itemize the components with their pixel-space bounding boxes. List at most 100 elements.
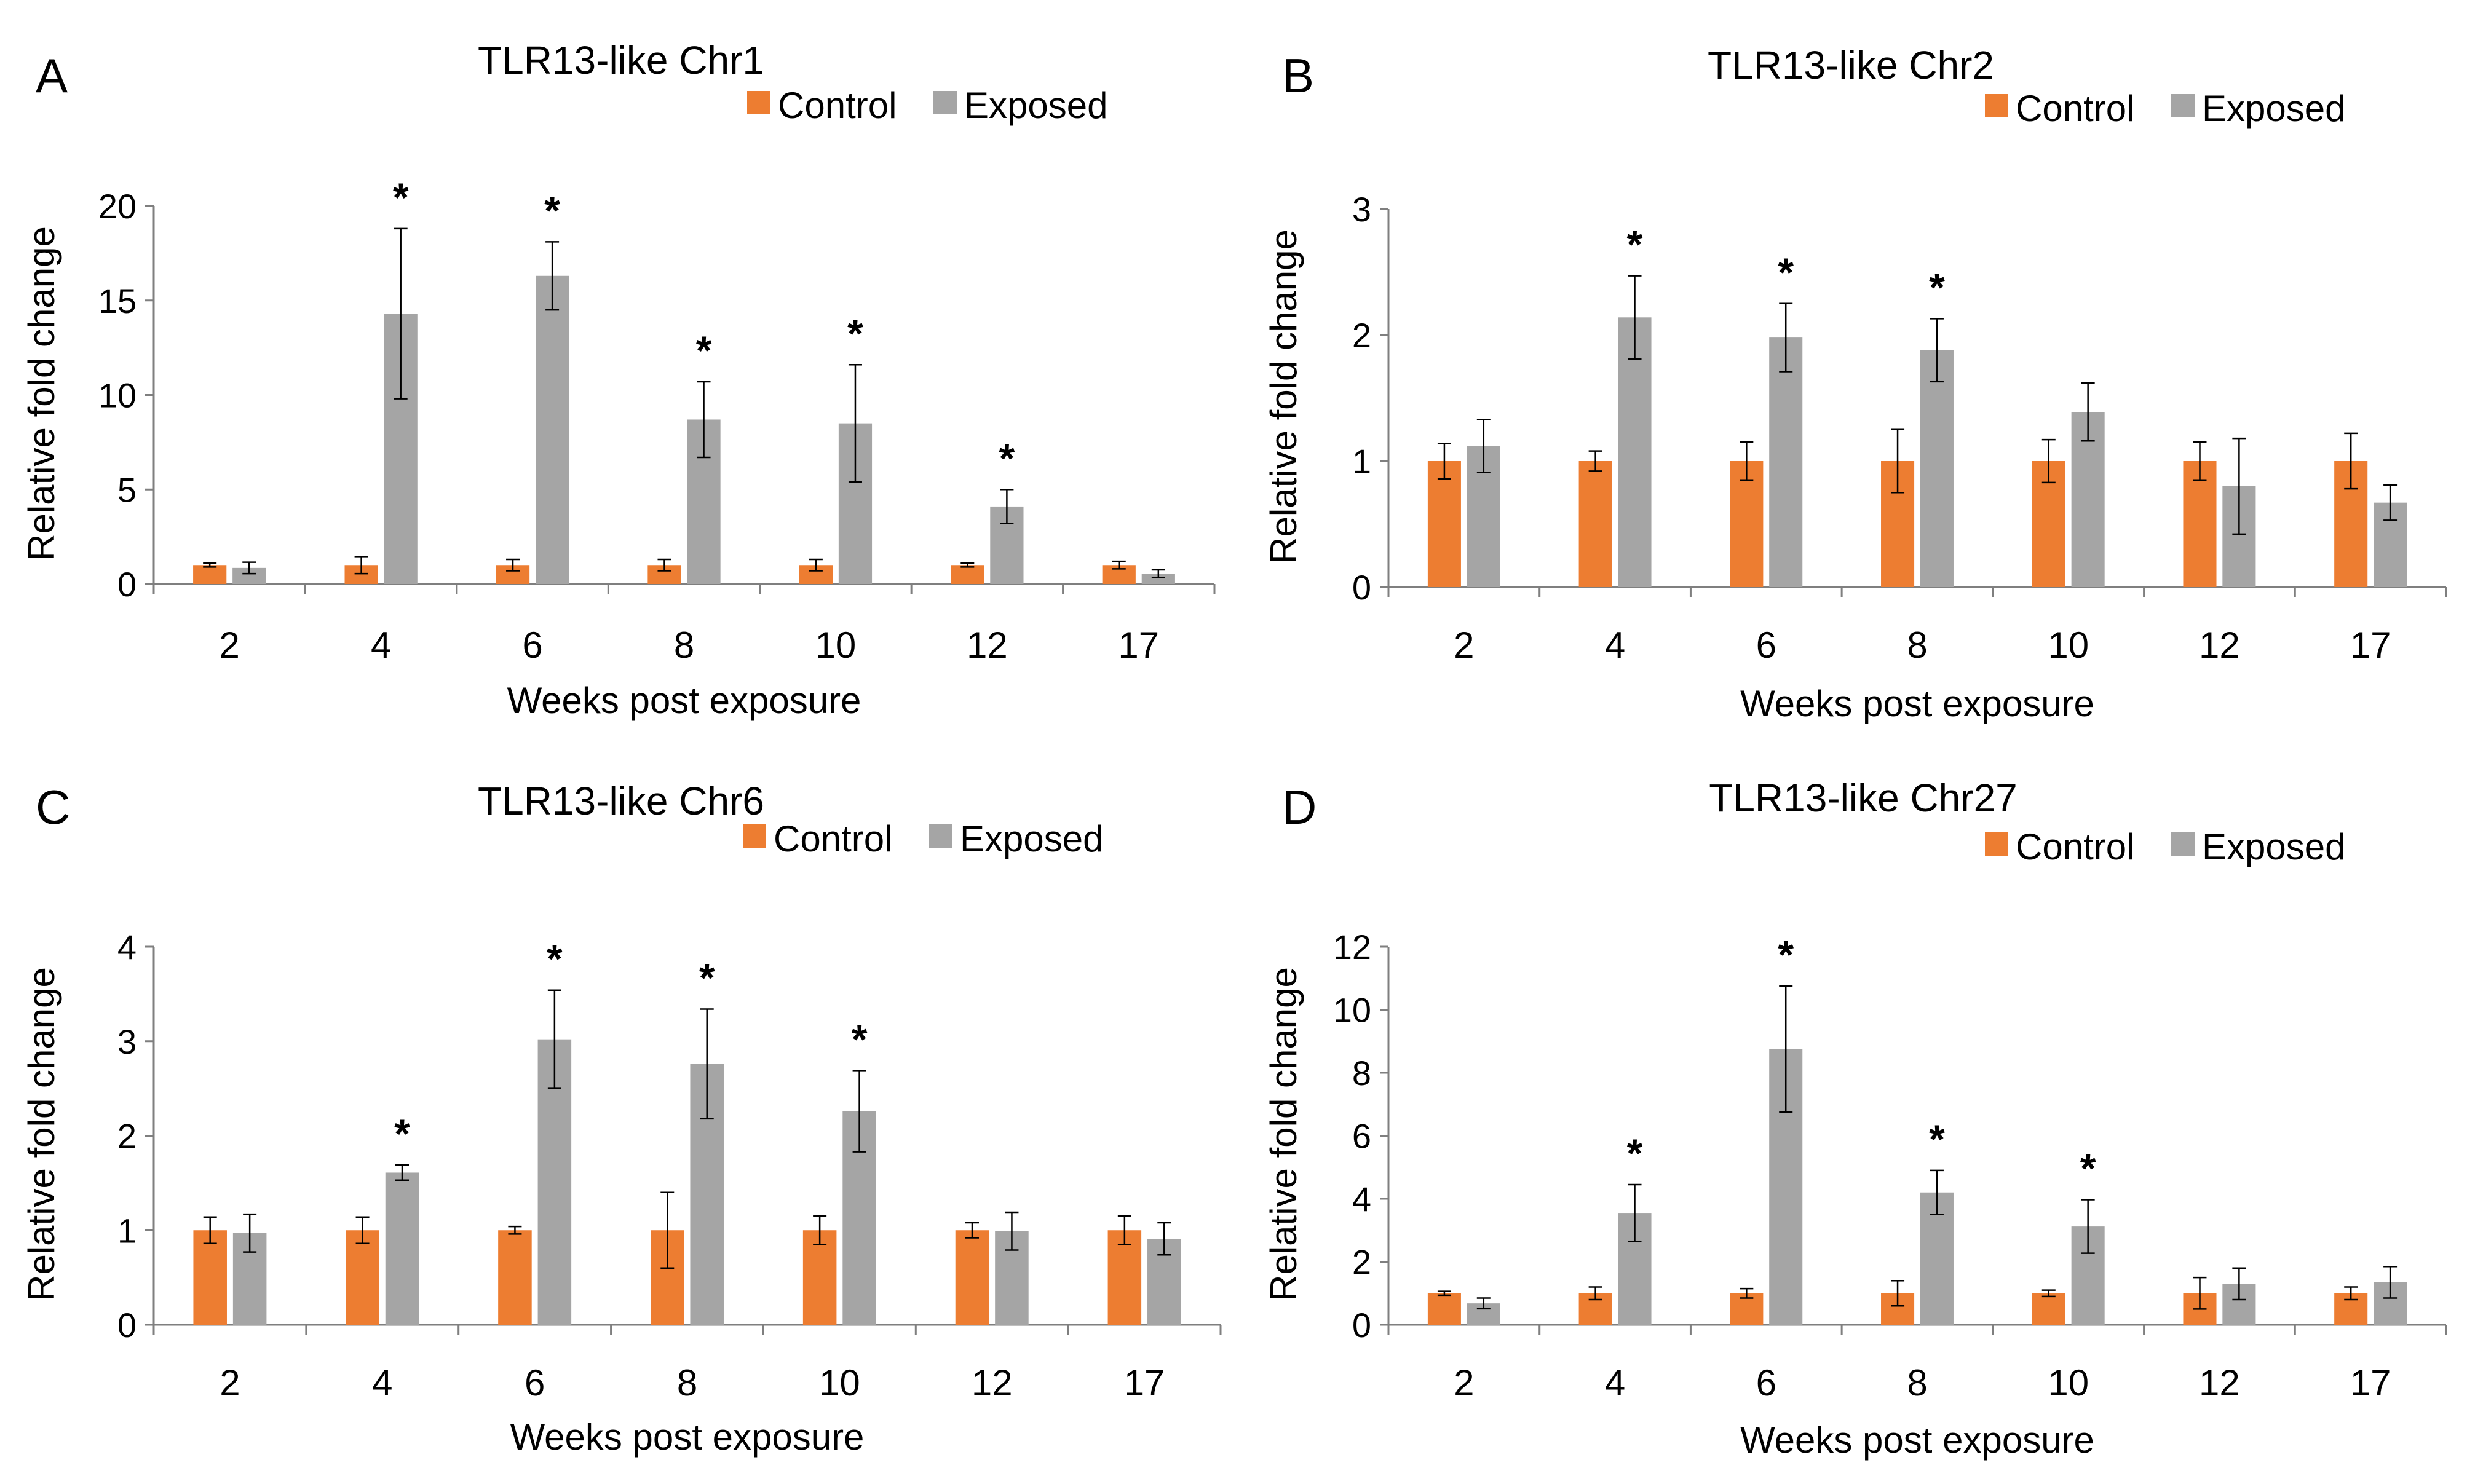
significance-star: *	[1627, 222, 1643, 267]
x-tick-label: 8	[677, 1362, 697, 1403]
x-tick-label: 12	[972, 1362, 1013, 1403]
y-tick-label: 2	[1352, 1243, 1371, 1282]
bar-control	[1730, 461, 1764, 587]
x-tick-label: 10	[815, 625, 857, 666]
significance-star: *	[1778, 932, 1794, 977]
legend-label-exposed: Exposed	[2202, 88, 2346, 129]
legend-swatch-exposed	[2171, 94, 2195, 117]
significance-star: *	[1929, 264, 1945, 310]
panel-label: A	[36, 49, 68, 103]
chart-title: TLR13-like Chr27	[1709, 776, 2018, 820]
y-tick-label: 2	[117, 1117, 137, 1156]
x-tick-label: 2	[1454, 1362, 1474, 1403]
panel-label: D	[1282, 780, 1317, 834]
y-tick-label: 0	[117, 1306, 137, 1344]
bar-control	[346, 1230, 379, 1325]
chart-title: TLR13-like Chr2	[1708, 43, 1994, 87]
x-axis-label: Weeks post exposure	[1740, 1419, 2094, 1461]
y-tick-label: 4	[1352, 1180, 1371, 1218]
bar-exposed	[385, 1172, 419, 1325]
bar-exposed	[1618, 317, 1652, 587]
x-tick-label: 6	[1756, 1362, 1776, 1403]
x-tick-label: 17	[2350, 625, 2391, 666]
legend-swatch-exposed	[929, 824, 952, 848]
bar-control	[1427, 461, 1461, 587]
significance-star: *	[547, 936, 563, 982]
y-axis-label: Relative fold change	[21, 226, 62, 561]
chart-panel-b: B TLR13-like Chr2 Control Exposed Relative f…	[1263, 43, 2447, 724]
significance-star: *	[847, 310, 863, 356]
significance-star: *	[1627, 1131, 1643, 1176]
significance-star: *	[999, 435, 1015, 481]
x-tick-label: 6	[525, 1362, 545, 1403]
x-tick-label: 17	[1118, 625, 1159, 666]
significance-star: *	[852, 1016, 868, 1062]
y-tick-label: 0	[117, 565, 137, 604]
y-tick-label: 12	[1333, 928, 1371, 966]
bar-exposed	[1769, 337, 1803, 587]
x-axis-label: Weeks post exposure	[510, 1416, 865, 1458]
x-tick-label: 10	[2048, 1362, 2089, 1403]
x-tick-label: 8	[1907, 625, 1927, 666]
x-tick-label: 17	[2350, 1362, 2391, 1403]
y-tick-label: 20	[98, 187, 137, 226]
bar-control	[802, 1230, 837, 1325]
bar-control	[193, 1230, 227, 1325]
bar-exposed	[536, 275, 569, 584]
significance-star: *	[394, 1111, 410, 1156]
bar-control	[1427, 1293, 1461, 1325]
significance-star: *	[544, 187, 560, 233]
legend-swatch-exposed	[933, 91, 957, 114]
y-axis-label: Relative fold change	[1263, 229, 1304, 564]
bar-control	[1578, 461, 1612, 587]
x-tick-label: 10	[2048, 625, 2089, 666]
y-tick-label: 0	[1352, 568, 1371, 607]
legend-label-exposed: Exposed	[960, 818, 1104, 859]
panel-label: B	[1282, 49, 1314, 103]
x-tick-label: 4	[371, 625, 391, 666]
legend-swatch-control	[747, 91, 770, 114]
x-tick-label: 4	[1605, 1362, 1625, 1403]
bar-exposed	[1141, 574, 1175, 584]
legend-swatch-control	[743, 824, 766, 848]
chart-panel-d: D TLR13-like Chr27 Control Exposed Relative …	[1263, 776, 2447, 1461]
chart-title: TLR13-like Chr1	[478, 38, 764, 82]
x-axis-label: Weeks post exposure	[1740, 683, 2094, 724]
x-axis-label: Weeks post exposure	[507, 680, 861, 721]
y-axis-label: Relative fold change	[1263, 967, 1304, 1301]
y-tick-label: 6	[1352, 1117, 1371, 1156]
x-tick-label: 8	[674, 625, 694, 666]
x-tick-label: 12	[2199, 1362, 2240, 1403]
significance-star: *	[1778, 250, 1794, 295]
chart-title: TLR13-like Chr6	[478, 779, 764, 823]
y-tick-label: 15	[98, 282, 137, 320]
y-tick-label: 5	[117, 470, 137, 509]
bar-exposed	[1920, 350, 1954, 587]
x-tick-label: 8	[1907, 1362, 1927, 1403]
bar-control	[2032, 1293, 2065, 1325]
x-tick-label: 6	[1756, 625, 1776, 666]
chart-panel-a: A TLR13-like Chr1 Control Exposed Relative f…	[21, 38, 1216, 721]
significance-star: *	[1929, 1116, 1945, 1162]
x-tick-label: 2	[220, 1362, 240, 1403]
y-tick-label: 2	[1352, 316, 1371, 355]
significance-star: *	[696, 328, 712, 373]
y-tick-label: 4	[117, 928, 137, 966]
bar-control	[193, 565, 227, 584]
y-tick-label: 3	[1352, 190, 1371, 229]
x-tick-label: 10	[819, 1362, 860, 1403]
y-tick-label: 10	[1333, 991, 1371, 1030]
y-axis-label: Relative fold change	[21, 967, 62, 1301]
legend-swatch-control	[1985, 832, 2008, 856]
legend-label-exposed: Exposed	[964, 85, 1108, 126]
legend-label-control: Control	[778, 85, 897, 126]
x-tick-label: 6	[522, 625, 542, 666]
x-tick-label: 2	[220, 625, 240, 666]
x-tick-label: 2	[1454, 625, 1474, 666]
y-tick-label: 1	[117, 1211, 137, 1250]
x-tick-label: 12	[967, 625, 1008, 666]
bar-control	[951, 565, 984, 584]
bar-control	[1107, 1230, 1142, 1325]
